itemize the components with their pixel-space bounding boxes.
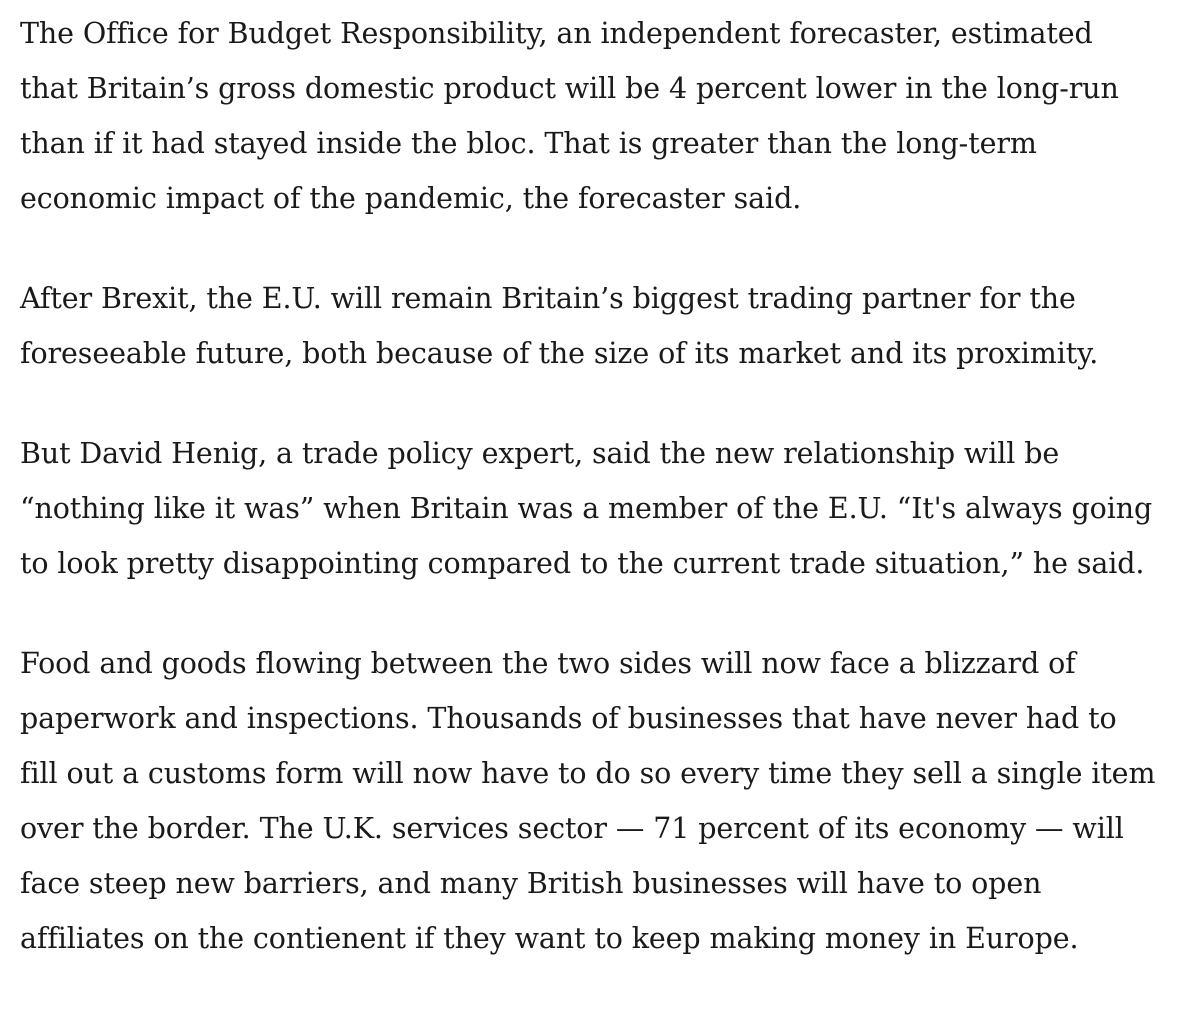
text-line: After Brexit, the E.U. will remain Brita… bbox=[20, 282, 1076, 315]
text-line: over the border. The U.K. services secto… bbox=[20, 812, 1124, 845]
paragraph-paperwork: Food and goods flowing between the two s… bbox=[20, 636, 1192, 966]
paragraph-henig-quote: But David Henig, a trade policy expert, … bbox=[20, 426, 1192, 591]
text-line: The Office for Budget Responsibility, an… bbox=[20, 17, 1093, 50]
paragraph-trading-partner: After Brexit, the E.U. will remain Brita… bbox=[20, 271, 1192, 381]
text-line: face steep new barriers, and many Britis… bbox=[20, 867, 1042, 900]
text-line: paperwork and inspections. Thousands of … bbox=[20, 702, 1117, 735]
text-line: than if it had stayed inside the bloc. T… bbox=[20, 127, 1037, 160]
article-body: The Office for Budget Responsibility, an… bbox=[20, 6, 1192, 1011]
text-line: But David Henig, a trade policy expert, … bbox=[20, 437, 1060, 470]
text-line: fill out a customs form will now have to… bbox=[20, 757, 1156, 790]
text-line: foreseeable future, both because of the … bbox=[20, 337, 1099, 370]
paragraph-obr-forecast: The Office for Budget Responsibility, an… bbox=[20, 6, 1192, 226]
text-line: Food and goods flowing between the two s… bbox=[20, 647, 1076, 680]
text-line: affiliates on the contienent if they wan… bbox=[20, 922, 1079, 955]
text-line: to look pretty disappointing compared to… bbox=[20, 547, 1145, 580]
text-line: “nothing like it was” when Britain was a… bbox=[20, 492, 1153, 525]
text-line: economic impact of the pandemic, the for… bbox=[20, 182, 802, 215]
text-line: that Britain’s gross domestic product wi… bbox=[20, 72, 1119, 105]
